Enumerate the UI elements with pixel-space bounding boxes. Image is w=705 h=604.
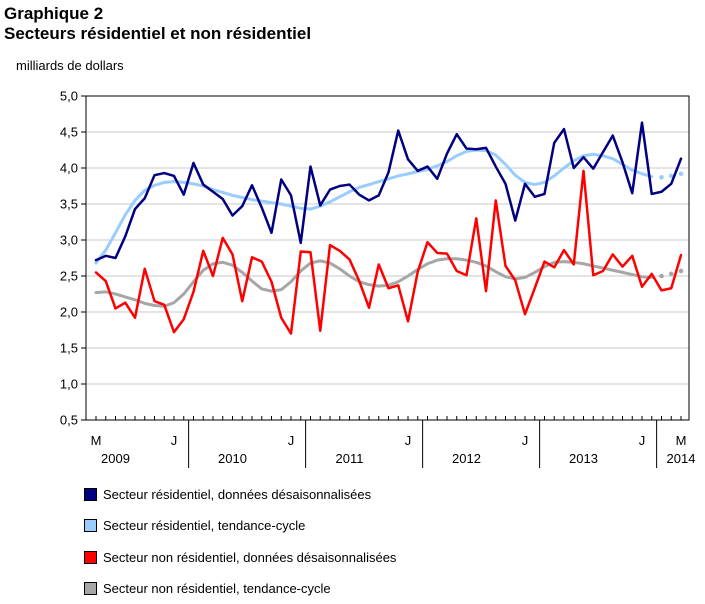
series-point-nonres-trend bbox=[668, 271, 674, 277]
x-year-label: 2011 bbox=[336, 451, 364, 466]
x-year-label: 2013 bbox=[569, 451, 598, 466]
legend-item-nonres-trend: Secteur non résidentiel, tendance-cycle bbox=[84, 573, 396, 604]
legend: Secteur résidentiel, données désaisonnal… bbox=[84, 479, 396, 604]
y-tick-label: 0,5 bbox=[60, 413, 78, 428]
plot-frame bbox=[85, 95, 690, 421]
chart-title-line1: Graphique 2 bbox=[4, 4, 104, 23]
y-axis-label: milliards de dollars bbox=[16, 58, 124, 73]
legend-label-nonres-data: Secteur non résidentiel, données désaiso… bbox=[103, 549, 397, 565]
series-point-nonres-trend bbox=[678, 268, 684, 274]
y-tick-label: 3,0 bbox=[60, 233, 78, 248]
series-line-res-trend bbox=[94, 148, 654, 265]
legend-label-res-trend: Secteur résidentiel, tendance-cycle bbox=[103, 518, 306, 534]
legend-label-res-data: Secteur résidentiel, données désaisonnal… bbox=[103, 487, 372, 503]
y-tick-label: 2,0 bbox=[60, 305, 78, 320]
series-point-res-trend bbox=[668, 173, 674, 179]
x-month-label: J bbox=[639, 433, 646, 448]
x-month-label: J bbox=[288, 433, 295, 448]
x-month-label: M bbox=[676, 433, 687, 448]
y-tick-label: 2,5 bbox=[60, 269, 78, 284]
y-tick-label: 5,0 bbox=[60, 89, 78, 104]
x-month-label: M bbox=[91, 433, 102, 448]
x-year-label: 2012 bbox=[452, 451, 481, 466]
series-point-res-trend bbox=[678, 171, 684, 177]
legend-label-nonres-trend: Secteur non résidentiel, tendance-cycle bbox=[103, 581, 331, 597]
legend-swatch-nonres-data bbox=[84, 550, 97, 564]
x-month-label: J bbox=[405, 433, 412, 448]
legend-swatch-res-trend bbox=[84, 519, 97, 533]
legend-item-res-data: Secteur résidentiel, données désaisonnal… bbox=[84, 479, 396, 510]
legend-swatch-res-data bbox=[84, 488, 97, 502]
y-tick-label: 1,0 bbox=[60, 377, 78, 392]
y-tick-label: 1,5 bbox=[60, 341, 78, 356]
x-year-label: 2014 bbox=[667, 451, 696, 466]
legend-item-res-trend: Secteur résidentiel, tendance-cycle bbox=[84, 510, 396, 541]
series-point-res-trend bbox=[659, 175, 664, 180]
x-month-label: J bbox=[522, 433, 529, 448]
series-line-res-data bbox=[94, 121, 683, 262]
legend-swatch-nonres-trend bbox=[84, 582, 97, 596]
x-month-label: J bbox=[171, 433, 178, 448]
y-tick-label: 4,0 bbox=[60, 161, 78, 176]
x-year-label: 2010 bbox=[218, 451, 247, 466]
y-tick-label: 4,5 bbox=[60, 125, 78, 140]
x-year-label: 2009 bbox=[101, 451, 130, 466]
series-line-nonres-data bbox=[94, 169, 683, 335]
legend-item-nonres-data: Secteur non résidentiel, données désaiso… bbox=[84, 542, 396, 573]
series-point-nonres-trend bbox=[659, 273, 664, 279]
chart-title-line2: Secteurs résidentiel et non résidentiel bbox=[4, 24, 312, 43]
chart-title: Graphique 2 Secteurs résidentiel et non … bbox=[4, 4, 311, 44]
y-tick-label: 3,5 bbox=[60, 197, 78, 212]
